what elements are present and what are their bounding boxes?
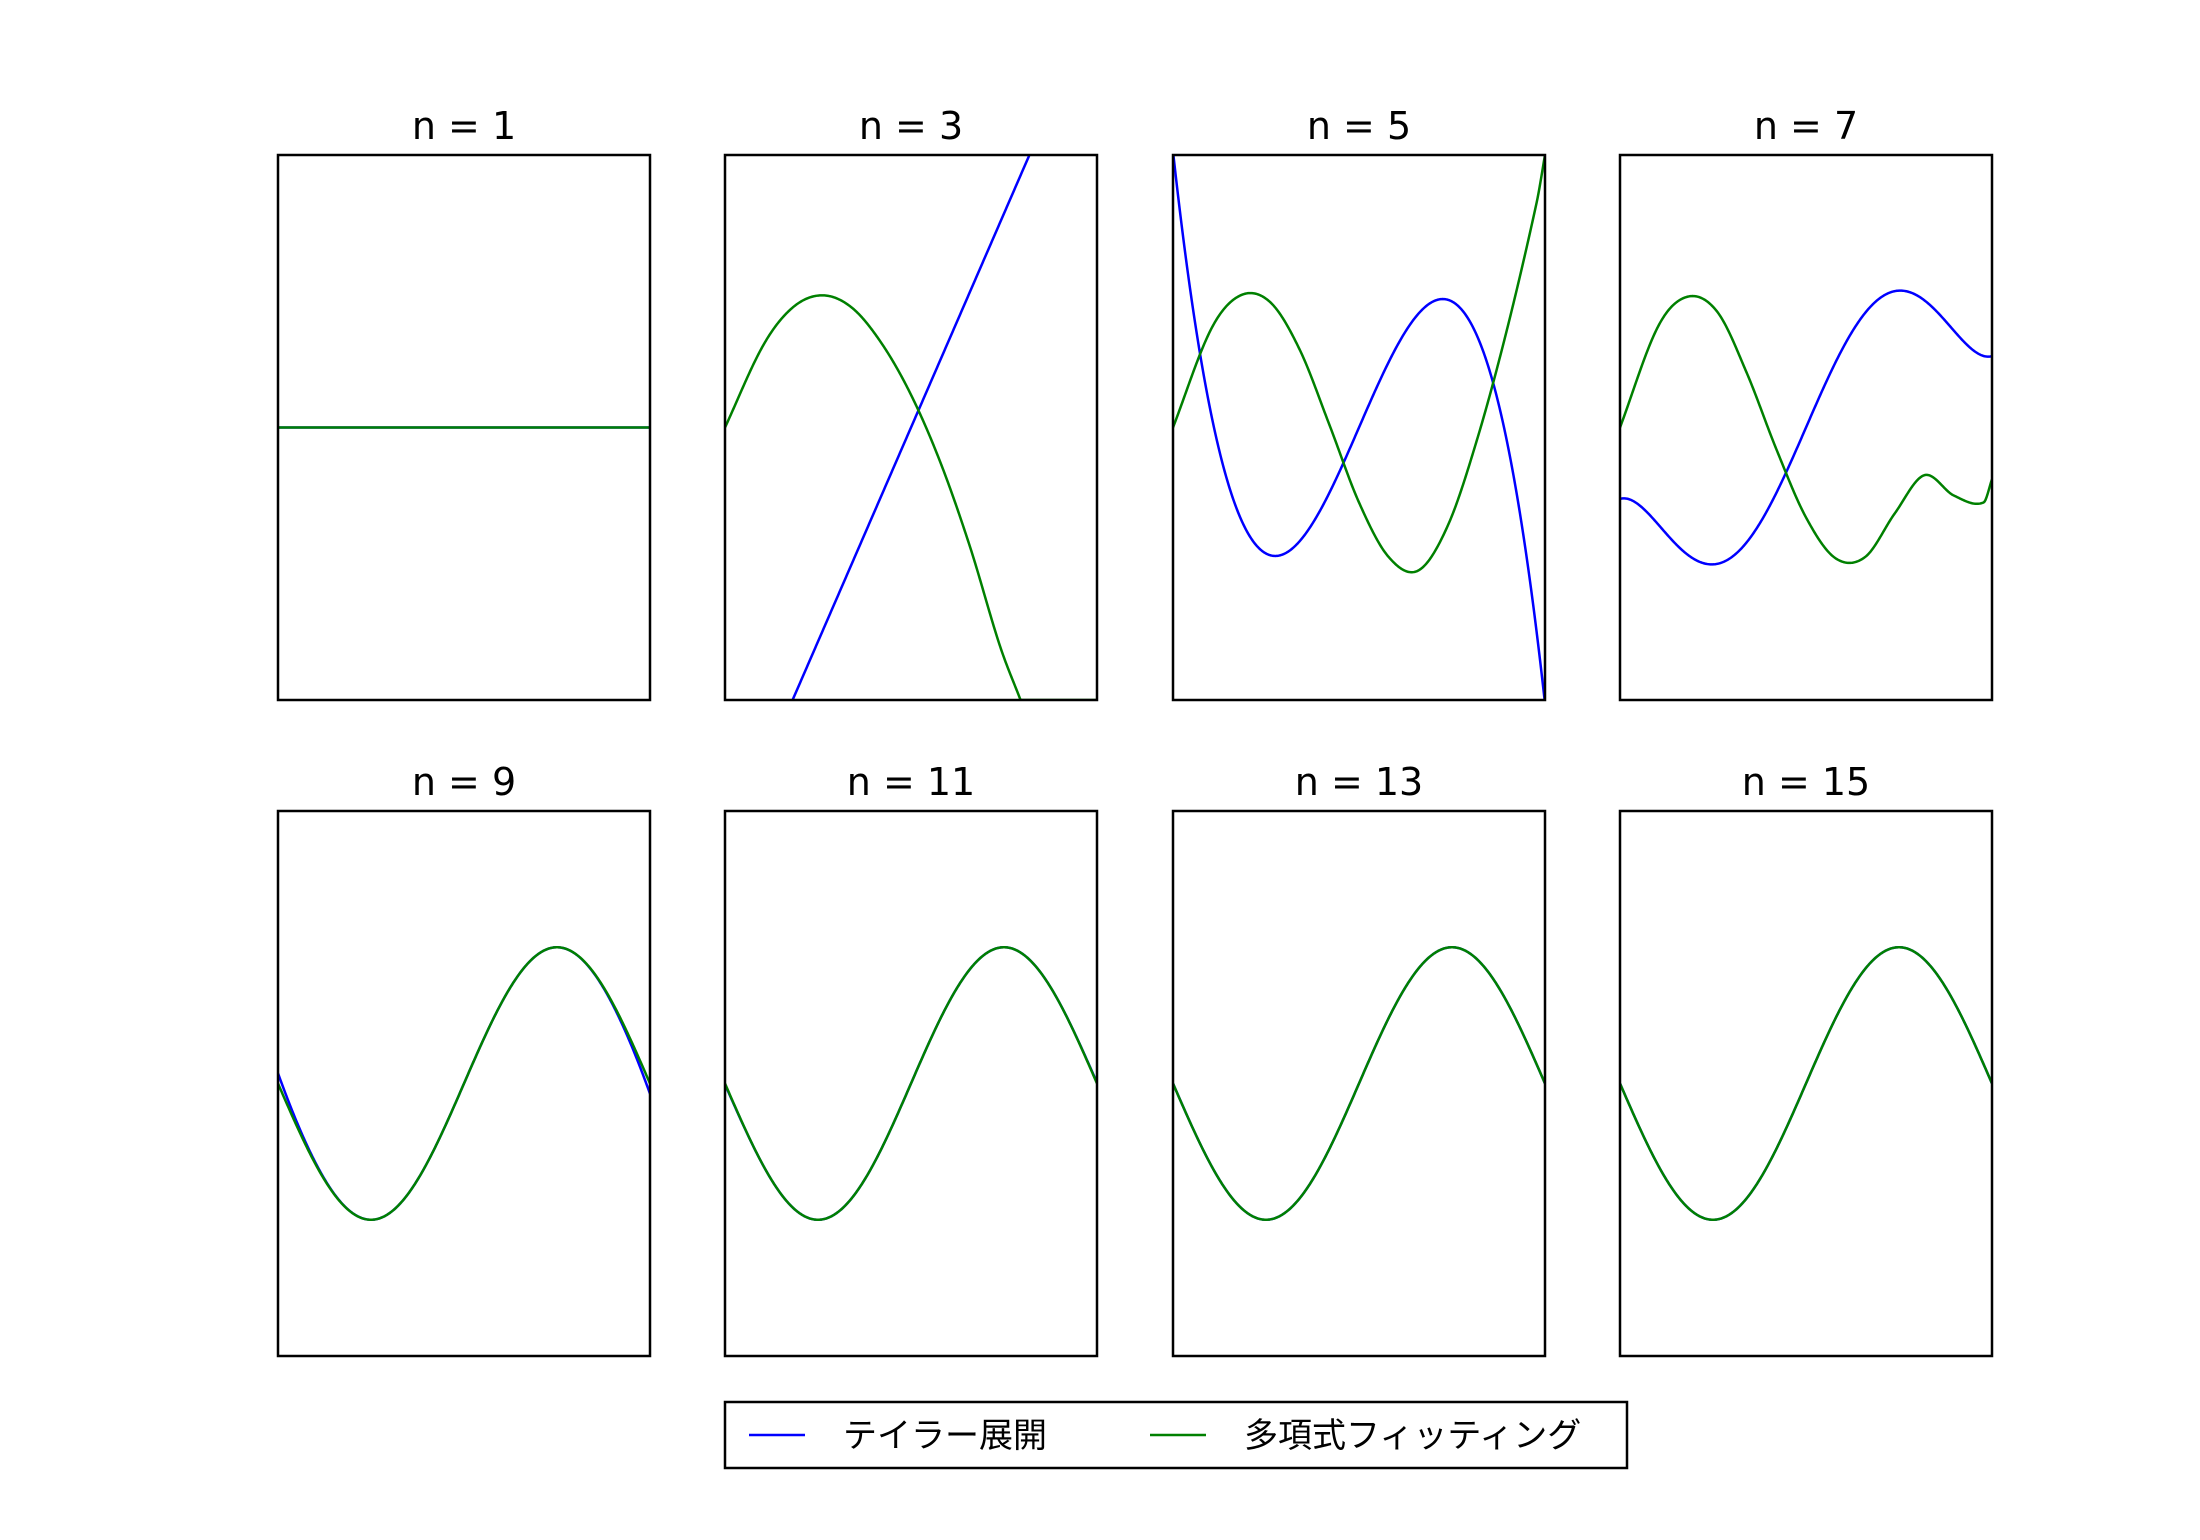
panel-n-7: n = 7 bbox=[1618, 104, 1994, 702]
taylor-series-line bbox=[1620, 289, 1992, 566]
panel-title: n = 13 bbox=[1295, 760, 1423, 804]
polynomial-fit-line bbox=[1620, 294, 1992, 565]
panel-title: n = 11 bbox=[847, 760, 975, 804]
panel-title: n = 3 bbox=[859, 104, 963, 148]
axes-frame bbox=[1171, 809, 1547, 1358]
panel-n-9: n = 9 bbox=[276, 760, 652, 1358]
polynomial-fit-line bbox=[1173, 155, 1545, 574]
panel-title: n = 5 bbox=[1307, 104, 1411, 148]
legend-label-taylor: テイラー展開 bbox=[843, 1416, 1047, 1456]
legend: テイラー展開 多項式フィッティング bbox=[723, 1400, 1629, 1470]
panels: n = 1 n = 3 n = 5 n = 7 n = 9 n = 11 n = 13 n =… bbox=[276, 104, 1994, 1358]
panel-n-15: n = 15 bbox=[1618, 760, 1994, 1358]
polynomial-fit-line bbox=[725, 294, 1097, 700]
polynomial-fit-line bbox=[1173, 945, 1545, 1222]
panel-title: n = 15 bbox=[1742, 760, 1870, 804]
axes-frame bbox=[276, 153, 652, 702]
axes-frame bbox=[276, 809, 652, 1358]
polynomial-fit-line bbox=[1620, 945, 1992, 1222]
polynomial-fit-line bbox=[278, 945, 650, 1222]
axes-frame bbox=[723, 153, 1099, 702]
panel-n-1: n = 1 bbox=[276, 104, 652, 702]
panel-n-5: n = 5 bbox=[1171, 104, 1547, 702]
panel-title: n = 7 bbox=[1754, 104, 1858, 148]
panel-n-3: n = 3 bbox=[723, 104, 1099, 702]
legend-label-fit: 多項式フィッティング bbox=[1244, 1416, 1581, 1456]
axes-frame bbox=[1618, 153, 1994, 702]
taylor-series-line bbox=[791, 155, 1031, 700]
panel-title: n = 9 bbox=[412, 760, 516, 804]
axes-frame bbox=[723, 809, 1099, 1358]
polynomial-fit-line bbox=[725, 945, 1097, 1222]
panel-n-13: n = 13 bbox=[1171, 760, 1547, 1358]
taylor-series-line bbox=[1173, 155, 1545, 700]
panel-n-11: n = 11 bbox=[723, 760, 1099, 1358]
panel-title: n = 1 bbox=[412, 104, 516, 148]
axes-frame bbox=[1171, 153, 1547, 702]
axes-frame bbox=[1618, 809, 1994, 1358]
